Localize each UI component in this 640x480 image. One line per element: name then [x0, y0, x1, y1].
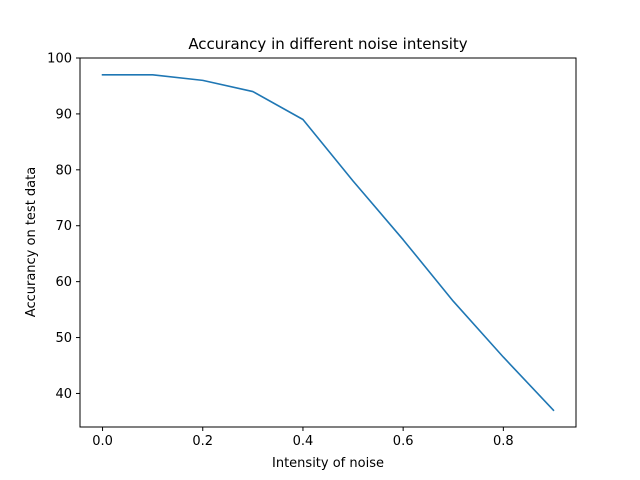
- x-tick-label: 0.2: [192, 434, 213, 449]
- x-tick-label: 0.6: [393, 434, 414, 449]
- x-tick-label: 0.8: [493, 434, 514, 449]
- chart-title: Accurancy in different noise intensity: [188, 35, 467, 53]
- x-axis-label: Intensity of noise: [272, 456, 384, 471]
- y-tick-label: 70: [55, 219, 72, 234]
- y-tick-label: 90: [55, 107, 72, 122]
- y-tick-label: 40: [55, 387, 72, 402]
- x-axis: 0.0 0.2 0.4 0.6 0.8: [92, 427, 514, 449]
- x-tick-label: 0.4: [293, 434, 314, 449]
- y-tick-label: 50: [55, 331, 72, 346]
- y-axis: 40 50 60 70 80 90 100: [47, 52, 80, 402]
- series-line: [101, 73, 555, 412]
- y-tick-label: 100: [47, 52, 72, 67]
- y-tick-label: 80: [55, 163, 72, 178]
- plot-frame: [79, 57, 577, 428]
- series-layer: [101, 73, 555, 412]
- y-tick-label: 60: [55, 275, 72, 290]
- y-axis-label: Accurancy on test data: [24, 167, 39, 317]
- x-tick-label: 0.0: [92, 434, 113, 449]
